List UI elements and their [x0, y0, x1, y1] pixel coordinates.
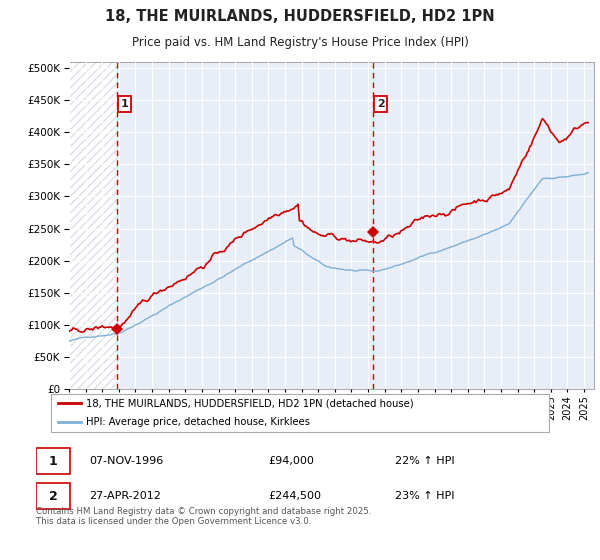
- Text: 27-APR-2012: 27-APR-2012: [89, 491, 161, 501]
- Text: 2: 2: [49, 489, 58, 502]
- FancyBboxPatch shape: [36, 483, 70, 509]
- Text: 1: 1: [120, 99, 128, 109]
- Text: 23% ↑ HPI: 23% ↑ HPI: [395, 491, 455, 501]
- Text: 07-NOV-1996: 07-NOV-1996: [89, 456, 163, 466]
- Text: 1: 1: [49, 455, 58, 468]
- Text: 18, THE MUIRLANDS, HUDDERSFIELD, HD2 1PN: 18, THE MUIRLANDS, HUDDERSFIELD, HD2 1PN: [105, 9, 495, 24]
- Text: £244,500: £244,500: [268, 491, 322, 501]
- FancyBboxPatch shape: [50, 394, 550, 432]
- Bar: [69, 62, 116, 389]
- Text: £94,000: £94,000: [268, 456, 314, 466]
- Text: Price paid vs. HM Land Registry's House Price Index (HPI): Price paid vs. HM Land Registry's House …: [131, 36, 469, 49]
- Text: 18, THE MUIRLANDS, HUDDERSFIELD, HD2 1PN (detached house): 18, THE MUIRLANDS, HUDDERSFIELD, HD2 1PN…: [86, 398, 413, 408]
- Bar: [69, 62, 116, 389]
- Text: Contains HM Land Registry data © Crown copyright and database right 2025.
This d: Contains HM Land Registry data © Crown c…: [36, 507, 371, 526]
- Text: 22% ↑ HPI: 22% ↑ HPI: [395, 456, 455, 466]
- FancyBboxPatch shape: [36, 449, 70, 474]
- Text: 2: 2: [377, 99, 385, 109]
- Text: HPI: Average price, detached house, Kirklees: HPI: Average price, detached house, Kirk…: [86, 417, 310, 427]
